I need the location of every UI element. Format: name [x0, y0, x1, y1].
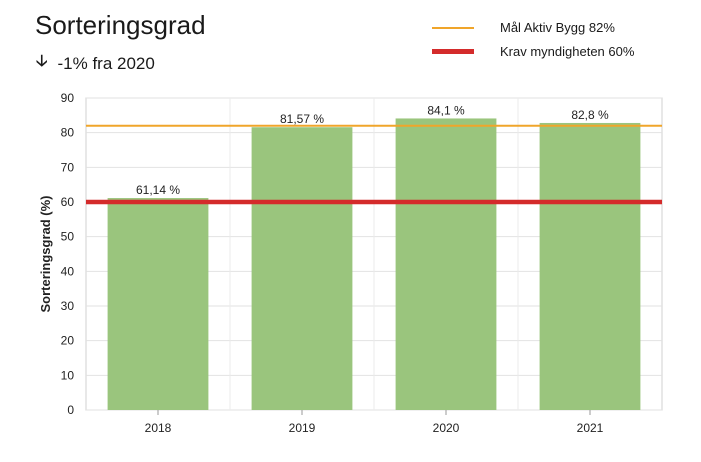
chart-title: Sorteringsgrad [35, 10, 206, 40]
data-label-2020: 84,1 % [427, 103, 465, 117]
legend-label-requirement: Krav myndigheten 60% [500, 44, 635, 59]
bar-2021 [539, 122, 641, 411]
y-tick-label-80: 80 [61, 126, 75, 140]
data-label-2021: 82,8 % [571, 108, 609, 122]
legend-label-goal: Mål Aktiv Bygg 82% [500, 20, 615, 35]
y-tick-label-10: 10 [61, 368, 75, 382]
legend: Mål Aktiv Bygg 82% Krav myndigheten 60% [0, 0, 701, 80]
x-tick-label-2018: 2018 [145, 421, 172, 435]
y-tick-label-90: 90 [61, 91, 75, 105]
change-text: -1% fra 2020 [57, 53, 155, 73]
x-tick-label-2021: 2021 [577, 421, 604, 435]
bar-2018 [107, 198, 209, 410]
y-tick-label-0: 0 [67, 403, 74, 417]
x-tick-label-2020: 2020 [433, 421, 460, 435]
y-tick-label-50: 50 [61, 230, 75, 244]
data-label-2018: 61,14 % [136, 183, 180, 197]
arrow-down-icon: 🡣 [36, 53, 48, 70]
y-tick-label-30: 30 [61, 299, 75, 313]
bar-2019 [251, 127, 353, 410]
y-tick-label-70: 70 [61, 160, 75, 174]
legend-item-goal: Mål Aktiv Bygg 82% [432, 20, 615, 35]
x-tick-label-2019: 2019 [289, 421, 316, 435]
data-label-2019: 81,57 % [280, 112, 324, 126]
y-tick-label-60: 60 [61, 195, 75, 209]
bar-2020 [395, 118, 497, 410]
legend-line-requirement [432, 49, 474, 54]
legend-item-requirement: Krav myndigheten 60% [432, 44, 634, 59]
change-indicator: 🡣 -1% fra 2020 [36, 50, 155, 77]
legend-line-goal [432, 26, 474, 29]
y-tick-label-40: 40 [61, 264, 75, 278]
y-tick-label-20: 20 [61, 334, 75, 348]
y-axis-label: Sorteringsgrad (%) [38, 195, 53, 312]
